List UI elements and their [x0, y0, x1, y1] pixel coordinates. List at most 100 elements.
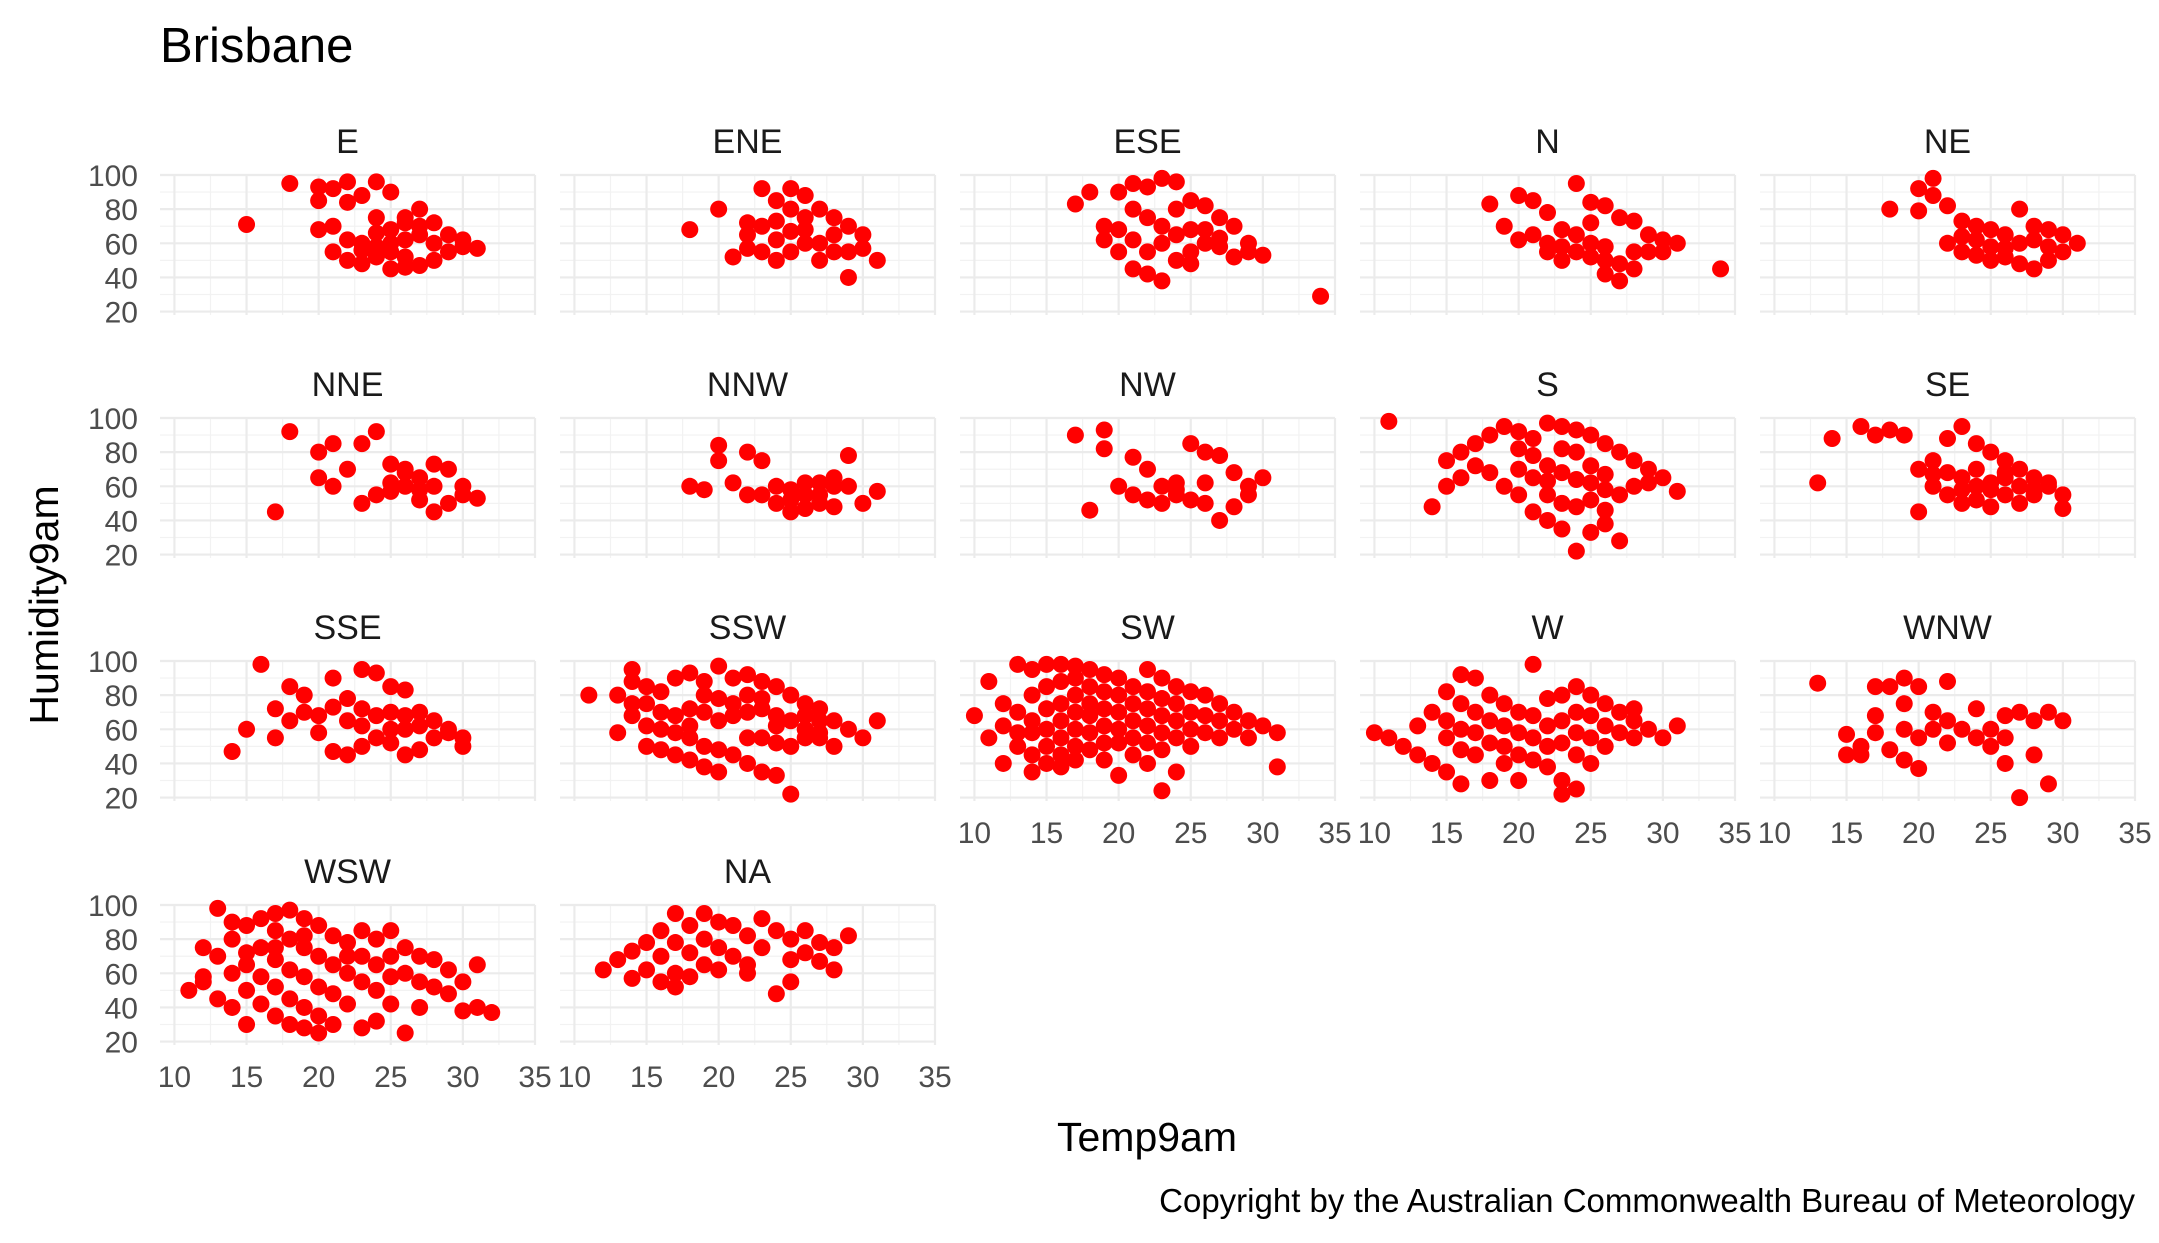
data-point [1167, 729, 1185, 747]
data-point [710, 961, 728, 979]
data-point [710, 939, 728, 957]
data-point [623, 942, 641, 960]
data-point [1524, 192, 1542, 210]
data-point [1268, 724, 1286, 742]
data-point [1038, 700, 1056, 718]
x-tick-label: 20 [702, 1061, 735, 1094]
data-point [796, 499, 814, 517]
data-point [1438, 477, 1456, 495]
data-point [425, 234, 443, 252]
data-point [180, 981, 198, 999]
data-point [1038, 720, 1056, 738]
data-point [1052, 712, 1070, 730]
data-point [425, 729, 443, 747]
data-point [1239, 712, 1257, 730]
data-point [194, 968, 212, 986]
data-point [681, 477, 699, 495]
data-point [1495, 695, 1513, 713]
x-tick-label: 20 [1102, 817, 1135, 850]
data-point [1510, 231, 1528, 249]
data-point [209, 947, 227, 965]
data-point [281, 712, 299, 730]
x-tick-label: 15 [630, 1061, 663, 1094]
data-point [1182, 491, 1200, 509]
data-point [1110, 766, 1128, 784]
data-point [753, 729, 771, 747]
data-point [1596, 251, 1614, 269]
x-tick-label: 15 [1430, 817, 1463, 850]
data-point [454, 973, 472, 991]
data-point [652, 741, 670, 759]
facet-label: NNW [707, 366, 788, 404]
data-point [353, 973, 371, 991]
data-point [324, 180, 342, 198]
data-point [1466, 724, 1484, 742]
data-point [2025, 469, 2043, 487]
data-point [1153, 724, 1171, 742]
data-point [839, 243, 857, 261]
data-point [1167, 200, 1185, 218]
data-point [2011, 234, 2029, 252]
data-point [1982, 481, 2000, 499]
data-point [1996, 226, 2014, 244]
data-point [1110, 477, 1128, 495]
data-point [1066, 737, 1084, 755]
data-point [1167, 486, 1185, 504]
data-point [310, 978, 328, 996]
data-point [324, 217, 342, 235]
data-point [310, 707, 328, 725]
data-point [223, 998, 241, 1016]
data-point [2039, 221, 2057, 239]
data-point [1452, 695, 1470, 713]
y-tick-label: 60 [105, 958, 138, 991]
data-point [1023, 724, 1041, 742]
data-point [1596, 695, 1614, 713]
data-point [782, 686, 800, 704]
data-point [1553, 520, 1571, 538]
data-point [1066, 751, 1084, 769]
facet-label: SW [1120, 609, 1175, 647]
data-point [324, 985, 342, 1003]
data-point [324, 1016, 342, 1034]
data-point [2011, 477, 2029, 495]
data-point [1996, 707, 2014, 725]
data-point [1438, 763, 1456, 781]
data-point [353, 494, 371, 512]
data-point [439, 226, 457, 244]
data-point [1611, 209, 1629, 227]
data-point [1596, 265, 1614, 283]
data-point [353, 435, 371, 453]
data-point [1596, 197, 1614, 215]
y-tick-label: 80 [105, 437, 138, 470]
data-point [1924, 477, 1942, 495]
data-point [767, 477, 785, 495]
data-point [2054, 243, 2072, 261]
data-point [638, 961, 656, 979]
data-point [1982, 221, 2000, 239]
data-point [382, 922, 400, 940]
data-point [724, 916, 742, 934]
data-point [854, 729, 872, 747]
data-point [1438, 683, 1456, 701]
data-point [1438, 712, 1456, 730]
data-point [724, 474, 742, 492]
data-point [980, 729, 998, 747]
data-point [739, 666, 756, 684]
data-point [767, 494, 785, 512]
data-point [994, 695, 1012, 713]
data-point [1712, 260, 1730, 278]
data-point [1953, 212, 1971, 230]
data-point [266, 939, 284, 957]
data-point [1596, 238, 1614, 256]
data-point [382, 474, 400, 492]
data-point [1268, 758, 1286, 776]
data-point [367, 224, 385, 242]
data-point [1881, 741, 1899, 759]
data-point [767, 766, 785, 784]
data-point [1196, 724, 1214, 742]
data-point [1910, 460, 1928, 478]
data-point [1023, 686, 1041, 704]
data-point [1596, 737, 1614, 755]
x-tick-label: 35 [1318, 817, 1351, 850]
data-point [1567, 498, 1585, 516]
